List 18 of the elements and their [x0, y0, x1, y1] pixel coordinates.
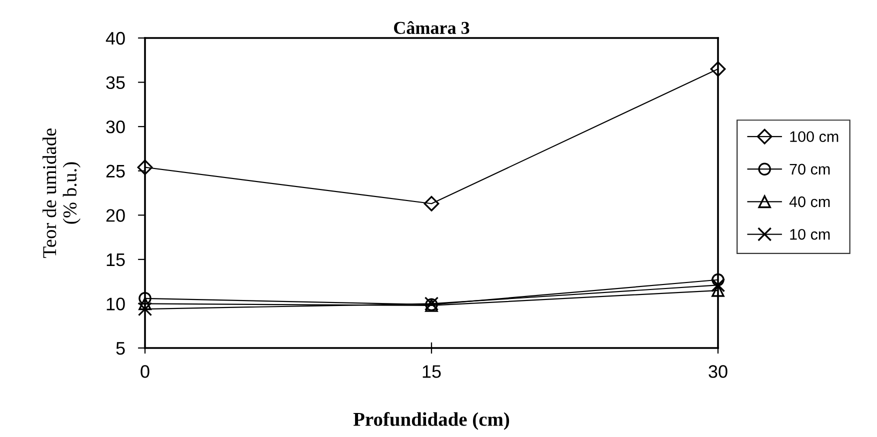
y-axis-title: Teor de umidade (% b.u.) — [42, 128, 80, 258]
x-axis-title: Profundidade (cm) — [353, 412, 510, 430]
chart-title: Câmara 3 — [394, 21, 470, 34]
legend-label: 70 cm — [790, 164, 830, 175]
y-tick-label: 20 — [106, 209, 125, 222]
y-tick-label: 10 — [106, 298, 125, 310]
x-tick-label: 15 — [422, 365, 441, 378]
y-tick-label: 40 — [106, 32, 125, 45]
y-tick-label: 35 — [106, 76, 125, 90]
y-tick-label: 30 — [106, 120, 125, 134]
x-tick-label: 0 — [140, 365, 150, 378]
y-tick-label: 15 — [106, 254, 125, 266]
x-tick-label: 30 — [708, 365, 728, 378]
legend-label: 100 cm — [790, 131, 838, 142]
legend-label: 40 cm — [789, 196, 830, 208]
y-tick-label: 25 — [106, 164, 125, 178]
legend-label: 10 cm — [790, 228, 830, 240]
y-tick-label: 5 — [116, 342, 125, 355]
